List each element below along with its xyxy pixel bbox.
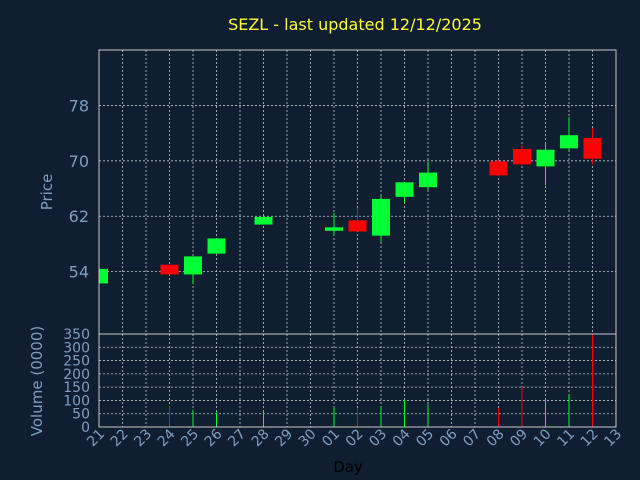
x-tick-label: 29 (272, 426, 296, 450)
x-tick-label: 11 (554, 426, 578, 450)
candle-body (489, 161, 508, 176)
price-y-tick-labels: 54 62 70 78 (69, 96, 89, 281)
x-tick-label: 24 (155, 426, 179, 450)
candle-body (254, 216, 273, 225)
x-tick-label: 23 (131, 426, 155, 450)
x-tick-label: 27 (225, 426, 249, 450)
volume-y-tick-label: 150 (63, 380, 90, 396)
x-tick-label: 08 (484, 426, 508, 450)
x-tick-label: 28 (249, 426, 273, 450)
price-gridlines (99, 50, 616, 334)
x-tick-label: 05 (413, 426, 437, 450)
candle-body (419, 172, 437, 188)
candle-body (184, 256, 202, 275)
candle-body (513, 149, 531, 165)
x-tick-labels: 21 22 23 24 25 26 27 28 29 30 01 02 03 04 05 06 07 08 09 10… (84, 426, 625, 450)
candle-body (325, 227, 343, 231)
volume-panel-frame (98, 333, 617, 428)
price-y-tick-label: 62 (69, 207, 89, 226)
candle-body (536, 149, 555, 167)
volume-bars (169, 334, 593, 427)
price-y-tick-label: 70 (69, 152, 89, 171)
volume-y-tick-label: 50 (72, 407, 90, 423)
x-tick-label: 25 (178, 426, 202, 450)
price-y-tick-label: 54 (69, 263, 89, 282)
volume-y-tick-label: 300 (63, 340, 90, 356)
x-tick-label: 10 (531, 426, 555, 450)
x-tick-label: 07 (460, 426, 484, 450)
price-y-tick-label: 78 (69, 96, 89, 115)
volume-y-tick-label: 200 (63, 367, 90, 383)
candle-body (560, 135, 578, 149)
price-axis-label: Price (38, 174, 56, 211)
volume-y-tick-label: 100 (63, 393, 90, 409)
x-tick-label: 30 (296, 426, 320, 450)
candle-body (583, 137, 602, 159)
x-tick-label: 22 (108, 426, 132, 450)
x-tick-label: 02 (343, 426, 367, 450)
x-tick-label: 13 (601, 426, 625, 450)
candle-body (348, 220, 367, 232)
candle-body (99, 268, 108, 284)
volume-y-tick-label: 250 (63, 354, 90, 370)
x-tick-label: 03 (366, 426, 390, 450)
x-tick-label: 04 (390, 426, 414, 450)
candle-body (372, 198, 390, 236)
candle-body (395, 182, 414, 197)
price-candles (98, 117, 602, 285)
candle-body (160, 264, 179, 275)
volume-y-tick-label: 0 (81, 420, 90, 436)
x-tick-label: 12 (578, 426, 602, 450)
volume-y-tick-label: 350 (63, 327, 90, 343)
candle-body (207, 238, 226, 254)
chart-title: SEZL - last updated 12/12/2025 (228, 15, 482, 34)
x-axis-label: Day (333, 458, 363, 476)
x-tick-label: 01 (319, 426, 343, 450)
x-tick-label: 06 (437, 426, 461, 450)
x-tick-label: 26 (202, 426, 226, 450)
x-tick-label: 09 (507, 426, 531, 450)
volume-axis-label: Volume (0000) (28, 326, 46, 436)
